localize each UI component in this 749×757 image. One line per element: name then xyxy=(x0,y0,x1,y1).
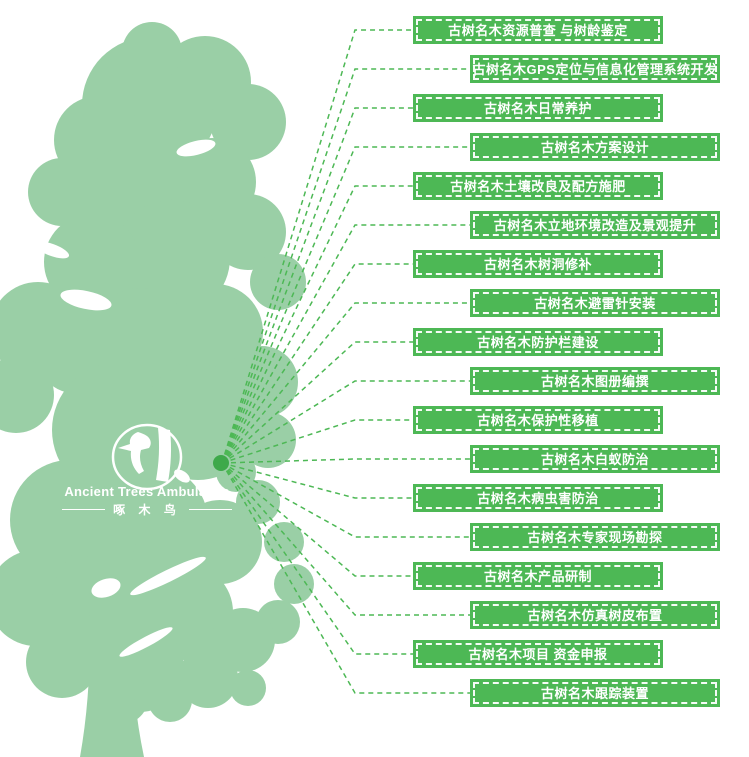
service-label: 古树名木日常养护 xyxy=(483,100,592,116)
tree-illustration xyxy=(0,22,314,757)
logo-circle xyxy=(111,423,183,491)
service-label: 古树名木图册编撰 xyxy=(540,373,649,389)
connector-lines xyxy=(221,29,470,694)
service-label: 古树名木防护栏建设 xyxy=(477,334,599,350)
service-label: 古树名木跟踪装置 xyxy=(540,685,649,701)
logo-subtitle-text: 啄 木 鸟 xyxy=(113,503,181,517)
service-box: 古树名木日常养护 xyxy=(413,94,663,122)
connector-line xyxy=(221,185,413,464)
woodpecker-icon xyxy=(118,432,151,474)
service-box: 古树名木病虫害防治 xyxy=(413,484,663,512)
service-box: 古树名木仿真树皮布置 xyxy=(470,601,720,629)
service-label: 古树名木专家现场勘探 xyxy=(527,529,663,545)
logo-title: Ancient Trees Ambulance xyxy=(64,484,230,499)
connector-line xyxy=(221,224,470,464)
service-box: 古树名木跟踪装置 xyxy=(470,679,720,707)
service-label: 古树名木方案设计 xyxy=(540,139,649,155)
tree-branch-gaps xyxy=(34,139,216,657)
service-label: 古树名木白蚁防治 xyxy=(540,451,649,467)
service-label: 古树名木项目 资金申报 xyxy=(468,646,608,662)
connector-line xyxy=(221,341,413,464)
tree-node-dot xyxy=(213,455,229,471)
service-box: 古树名木GPS定位与信息化管理系统开发 xyxy=(470,55,720,83)
connector-line xyxy=(221,68,470,464)
connector-line xyxy=(221,462,470,694)
service-box: 古树名木立地环境改造及景观提升 xyxy=(470,211,720,239)
service-label: 古树名木资源普查 与树龄鉴定 xyxy=(448,22,628,38)
service-box: 古树名木避雷针安装 xyxy=(470,289,720,317)
connector-line xyxy=(221,462,470,616)
service-label: 古树名木产品研制 xyxy=(483,568,592,584)
service-box: 古树名木项目 资金申报 xyxy=(413,640,663,668)
service-box: 古树名木产品研制 xyxy=(413,562,663,590)
service-box: 古树名木树洞修补 xyxy=(413,250,663,278)
connector-line xyxy=(221,462,470,538)
connector-line xyxy=(221,462,413,655)
service-label: 古树名木保护性移植 xyxy=(477,412,599,428)
subtitle-rule-right xyxy=(188,509,233,510)
service-box: 古树名木防护栏建设 xyxy=(413,328,663,356)
leaf-icon xyxy=(174,469,190,483)
service-label: 古树名木GPS定位与信息化管理系统开发 xyxy=(472,61,718,77)
connector-line xyxy=(221,462,413,499)
service-box: 古树名木白蚁防治 xyxy=(470,445,720,473)
connector-line xyxy=(221,380,470,464)
logo-emblem xyxy=(111,423,190,491)
service-label: 古树名木立地环境改造及景观提升 xyxy=(493,217,697,233)
service-box: 古树名木专家现场勘探 xyxy=(470,523,720,551)
service-box: 古树名木方案设计 xyxy=(470,133,720,161)
service-label: 古树名木避雷针安装 xyxy=(534,295,656,311)
service-label: 古树名木病虫害防治 xyxy=(477,490,599,506)
logo-subtitle: 啄 木 鸟 xyxy=(62,501,233,518)
service-box: 古树名木资源普查 与树龄鉴定 xyxy=(413,16,663,44)
connector-line xyxy=(221,146,470,464)
service-box: 古树名木图册编撰 xyxy=(470,367,720,395)
service-label: 古树名木土壤改良及配方施肥 xyxy=(450,178,626,194)
connector-line xyxy=(221,458,470,464)
logo-trunk-bar xyxy=(156,428,172,482)
connector-line xyxy=(221,302,470,464)
connector-line xyxy=(221,419,413,464)
connector-line xyxy=(221,29,413,464)
service-label: 古树名木仿真树皮布置 xyxy=(527,607,663,623)
service-box: 古树名木土壤改良及配方施肥 xyxy=(413,172,663,200)
service-box: 古树名木保护性移植 xyxy=(413,406,663,434)
service-label: 古树名木树洞修补 xyxy=(483,256,592,272)
connector-line xyxy=(221,462,413,577)
connector-line xyxy=(221,107,413,464)
subtitle-rule-left xyxy=(62,509,106,510)
